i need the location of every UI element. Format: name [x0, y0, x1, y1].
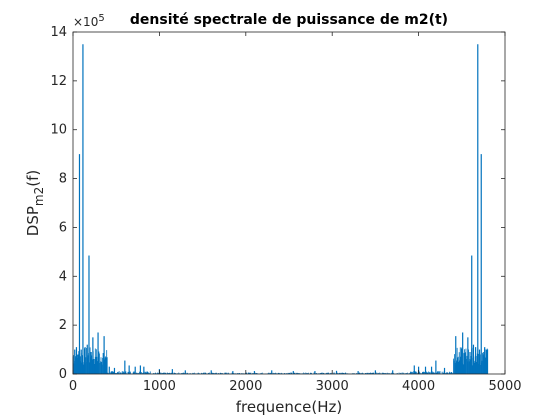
y-tick-label: 4: [59, 269, 67, 284]
plot-area: [73, 32, 505, 374]
y-tick-label: 14: [50, 25, 67, 40]
y-axis-label-sub: m2: [32, 187, 46, 206]
y-tick-label: 10: [50, 123, 67, 138]
axes-box: [72, 31, 506, 375]
y-tick-label: 12: [50, 74, 67, 89]
y-multiplier-exp: 5: [98, 13, 104, 24]
y-axis-label-main: DSP: [24, 206, 42, 236]
chart-title: densité spectrale de puissance de m2(t): [130, 12, 448, 28]
x-tick-label: 4000: [402, 379, 435, 394]
x-tick-label: 3000: [316, 379, 349, 394]
y-axis-label: DSPm2(f): [24, 170, 46, 236]
x-axis-label: frequence(Hz): [236, 398, 342, 416]
y-tick-label: 6: [59, 220, 67, 235]
x-tick-label: 0: [69, 379, 77, 394]
x-tick-label: 1000: [143, 379, 176, 394]
y-tick-label: 2: [59, 318, 67, 333]
y-tick-label: 8: [59, 172, 67, 187]
x-tick-label: 5000: [488, 379, 521, 394]
y-axis-label-tail: (f): [24, 170, 42, 187]
y-multiplier: ×105: [73, 13, 105, 29]
y-multiplier-base: ×10: [73, 15, 98, 29]
spectrum-bars: [72, 44, 489, 374]
y-tick-label: 0: [59, 367, 67, 382]
tick-labels: 0 1000 2000 3000 4000 5000 0 2 4 6 8 10 12 14: [50, 25, 521, 394]
x-tick-label: 2000: [229, 379, 262, 394]
